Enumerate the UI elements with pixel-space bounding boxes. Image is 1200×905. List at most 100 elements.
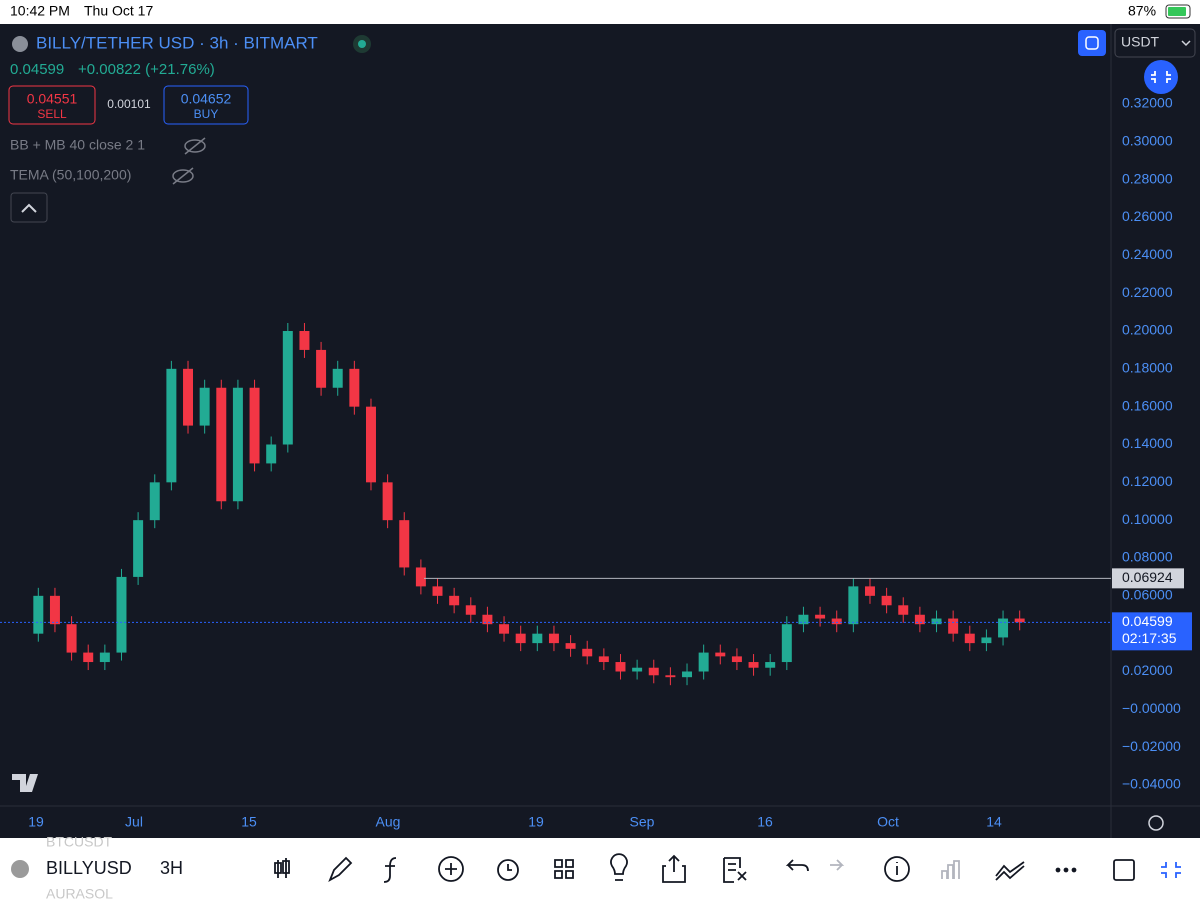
price-label: 0.28000 xyxy=(1122,170,1173,186)
add-icon[interactable] xyxy=(438,856,464,882)
hide-icon[interactable] xyxy=(184,139,206,153)
price-label: −0.04000 xyxy=(1122,776,1181,792)
sync-icon xyxy=(1085,36,1099,50)
redo-icon[interactable] xyxy=(830,859,845,871)
window-icon[interactable] xyxy=(1113,859,1135,881)
current-tag-box xyxy=(1112,612,1192,651)
candle xyxy=(914,614,925,625)
candle xyxy=(781,624,792,663)
candle xyxy=(665,675,676,678)
draw-icon[interactable] xyxy=(328,856,353,883)
watchlist-item: BTCUSDT xyxy=(46,834,113,850)
candle xyxy=(116,576,127,653)
level-tag-box xyxy=(1112,568,1184,589)
sync-button[interactable] xyxy=(1078,30,1106,56)
market-status-dot xyxy=(358,40,366,48)
bars-icon[interactable] xyxy=(941,860,960,879)
candle xyxy=(632,667,643,672)
battery-icon xyxy=(1165,4,1191,19)
candle xyxy=(582,648,593,657)
collapse-icon xyxy=(21,203,37,213)
candle xyxy=(382,482,393,521)
layout-icon[interactable] xyxy=(554,859,574,879)
plot xyxy=(0,323,1111,686)
candle xyxy=(49,595,60,625)
candle xyxy=(199,387,210,426)
candle xyxy=(615,662,626,672)
candle xyxy=(415,567,426,587)
more-icon xyxy=(1071,867,1077,873)
candle xyxy=(83,652,94,663)
candle xyxy=(299,331,310,350)
candle xyxy=(282,331,293,445)
status-bar xyxy=(0,0,1200,24)
candle xyxy=(765,662,776,668)
toolbar xyxy=(0,838,1200,900)
exit-fullscreen-icon[interactable] xyxy=(1161,862,1181,878)
price-label: 0.26000 xyxy=(1122,208,1173,224)
candle xyxy=(948,618,959,634)
candle xyxy=(881,595,892,606)
candle xyxy=(682,671,693,678)
fullscreen-icon xyxy=(1151,71,1171,83)
candle xyxy=(432,586,443,596)
price-label: −0.02000 xyxy=(1122,738,1181,754)
candle xyxy=(365,406,376,483)
status-date: Thu Oct 17 xyxy=(84,3,153,19)
candle xyxy=(532,633,543,644)
settings-icon[interactable] xyxy=(1148,815,1164,831)
status-battery: 87% xyxy=(1128,3,1156,19)
indicator[interactable]: TEMA (50,100,200) xyxy=(10,167,131,183)
sell-button[interactable] xyxy=(8,85,96,125)
more-icon[interactable] xyxy=(1055,867,1061,873)
symbol-logo xyxy=(12,36,28,52)
price-label: 0.20000 xyxy=(1122,322,1173,338)
last-price: 0.04599 xyxy=(10,61,64,78)
candle xyxy=(565,643,576,649)
share-icon[interactable] xyxy=(662,854,686,883)
indicators-icon[interactable] xyxy=(383,857,397,883)
undo-icon[interactable] xyxy=(785,859,809,872)
ideas-icon[interactable] xyxy=(610,853,628,881)
alert-hands xyxy=(507,864,512,871)
tv-logo xyxy=(12,774,38,792)
hide-icon-slash xyxy=(172,167,194,185)
candle xyxy=(232,387,243,502)
candle xyxy=(99,652,110,663)
price-label: 0.08000 xyxy=(1122,549,1173,565)
candle xyxy=(33,595,44,634)
candle xyxy=(864,586,875,596)
collapse-button[interactable] xyxy=(10,192,48,223)
dropdown-icon xyxy=(1181,40,1191,47)
candle xyxy=(482,614,493,625)
candle xyxy=(266,444,277,464)
chart-type-icon[interactable] xyxy=(274,858,290,878)
date-label: 19 xyxy=(28,814,44,830)
hide-icon[interactable] xyxy=(172,169,194,183)
symbol-title[interactable]: BILLY/TETHER USD · 3h · BITMART xyxy=(36,33,318,52)
sheet-icon[interactable] xyxy=(723,857,747,883)
candle xyxy=(149,482,160,521)
info-icon[interactable] xyxy=(884,856,910,882)
candle xyxy=(316,349,327,388)
indicator[interactable]: BB + MB 40 close 2 1 xyxy=(10,137,145,153)
candle xyxy=(1014,618,1025,623)
buy-label: BUY xyxy=(194,107,219,121)
toolbar-symbol[interactable]: BILLYUSD xyxy=(46,858,132,878)
candle xyxy=(798,614,809,625)
compare-icon[interactable] xyxy=(995,861,1025,881)
candle xyxy=(898,605,909,615)
candle xyxy=(332,368,343,388)
toolbar-interval[interactable]: 3H xyxy=(160,858,183,878)
candle xyxy=(931,618,942,625)
candle xyxy=(815,614,826,619)
candle xyxy=(249,387,260,464)
currency-select[interactable] xyxy=(1114,28,1196,58)
fullscreen-button[interactable] xyxy=(1144,60,1178,94)
buy-button[interactable] xyxy=(163,85,249,125)
alert-icon[interactable] xyxy=(497,859,519,881)
candle xyxy=(449,595,460,606)
hide-icon-slash xyxy=(184,137,206,155)
candle xyxy=(133,520,144,577)
